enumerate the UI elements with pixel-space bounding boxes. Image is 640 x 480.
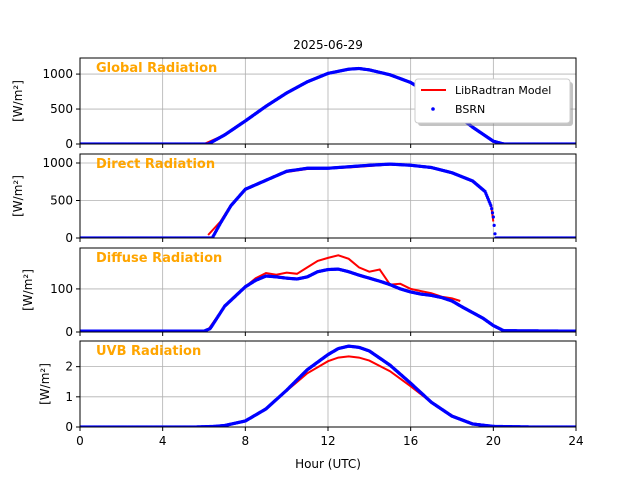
- y-tick-label: 0: [65, 325, 73, 339]
- x-tick-label: 0: [76, 434, 84, 448]
- y-tick-label: 500: [50, 194, 73, 208]
- x-tick-label: 16: [403, 434, 418, 448]
- panel-title-direct: Direct Radiation: [96, 157, 215, 172]
- panel-title-diffuse: Diffuse Radiation: [96, 251, 222, 266]
- y-tick-label: 500: [50, 102, 73, 116]
- y-axis-label-diffuse: [W/m²]: [21, 269, 35, 311]
- legend-label-model: LibRadtran Model: [455, 84, 551, 97]
- bsrn-point: [490, 211, 495, 215]
- panel-diffuse: 0 100 [W/m²] Diffuse Radiation: [21, 247, 577, 339]
- panel-title-uvb: UVB Radiation: [96, 344, 201, 359]
- x-tick-label: 24: [568, 434, 583, 448]
- bsrn-point: [492, 223, 496, 227]
- panel-direct: 0 500 1000 [W/m²] Direct Radiation: [11, 153, 577, 245]
- y-tick-label: 2: [65, 360, 73, 374]
- panel-uvb: 0 1 2 [W/m²] UVB Radiation: [38, 340, 577, 434]
- panel-title-global: Global Radiation: [96, 61, 217, 76]
- x-tick-label: 4: [159, 434, 167, 448]
- figure-title: 2025-06-29: [293, 38, 363, 52]
- bsrn-point: [489, 203, 493, 208]
- legend: LibRadtran Model BSRN: [414, 78, 573, 126]
- y-tick-label: 0: [65, 137, 73, 151]
- y-axis-label-uvb: [W/m²]: [38, 363, 52, 405]
- legend-label-bsrn: BSRN: [455, 103, 485, 116]
- y-tick-label: 100: [50, 282, 73, 296]
- x-tick-label: 20: [486, 434, 501, 448]
- y-axis-label-global: [W/m²]: [11, 80, 25, 122]
- y-tick-label: 1: [65, 390, 73, 404]
- x-tick-label: 8: [242, 434, 250, 448]
- legend-swatch-bsrn: [431, 107, 435, 111]
- y-axis-label-direct: [W/m²]: [11, 175, 25, 217]
- y-tick-label: 1000: [42, 67, 73, 81]
- series-points-bsrn-diffuse: [80, 267, 576, 332]
- y-tick-label: 1000: [42, 156, 73, 170]
- x-axis-label: Hour (UTC): [295, 457, 361, 471]
- y-tick-label: 0: [65, 420, 73, 434]
- series-line-model-diffuse: [207, 254, 461, 331]
- legend-box: [414, 78, 571, 124]
- y-tick-label: 0: [65, 231, 73, 245]
- x-tick-label: 12: [320, 434, 335, 448]
- bsrn-point: [490, 207, 494, 211]
- bsrn-point: [493, 232, 497, 236]
- bsrn-point: [491, 215, 495, 219]
